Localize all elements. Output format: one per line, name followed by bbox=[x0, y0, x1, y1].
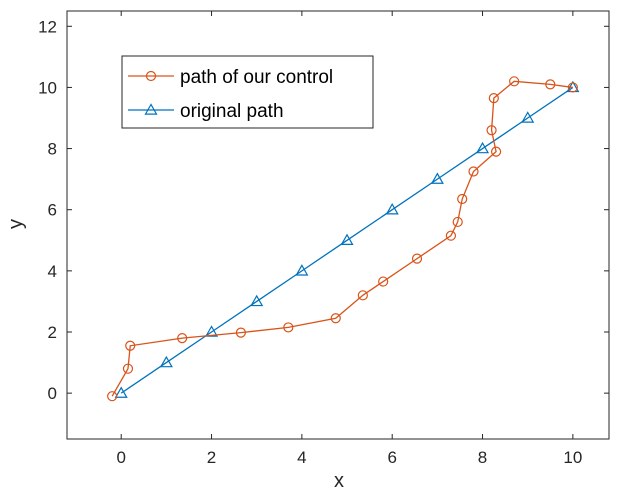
data-point bbox=[357, 290, 368, 301]
data-point bbox=[488, 93, 499, 104]
data-point bbox=[445, 230, 457, 241]
y-tick-label: 4 bbox=[48, 262, 57, 281]
x-tick-label: 2 bbox=[207, 448, 216, 467]
legend: path of our control original path bbox=[121, 55, 374, 129]
data-point bbox=[457, 193, 468, 205]
y-tick-label: 12 bbox=[38, 17, 57, 36]
data-point bbox=[378, 276, 389, 287]
data-point bbox=[122, 363, 134, 374]
data-point bbox=[125, 340, 136, 351]
y-tick-label: 10 bbox=[38, 78, 57, 97]
x-tick-label: 10 bbox=[563, 448, 582, 467]
x-tick-label: 8 bbox=[478, 448, 487, 467]
data-point bbox=[452, 216, 463, 228]
series-line bbox=[120, 86, 574, 394]
data-point bbox=[340, 233, 354, 246]
data-point bbox=[475, 141, 490, 154]
data-point bbox=[177, 333, 188, 344]
data-point bbox=[567, 82, 578, 93]
legend-marker bbox=[144, 103, 158, 115]
x-axis-label: x bbox=[334, 470, 344, 492]
series-line bbox=[111, 80, 573, 397]
legend-marker bbox=[145, 70, 157, 82]
data-point bbox=[430, 172, 444, 184]
legend-box bbox=[121, 55, 374, 129]
data-point bbox=[250, 294, 264, 307]
data-point bbox=[411, 253, 423, 264]
data-point bbox=[235, 327, 246, 338]
data-point bbox=[490, 146, 502, 157]
data-point bbox=[295, 264, 309, 276]
data-point bbox=[159, 355, 173, 368]
data-point bbox=[468, 166, 479, 177]
data-point bbox=[509, 76, 520, 87]
data-point bbox=[486, 125, 497, 136]
series-path-of-our-control bbox=[107, 76, 578, 402]
y-tick-label: 0 bbox=[48, 384, 57, 403]
series-original-path bbox=[114, 80, 580, 398]
data-point bbox=[283, 322, 294, 333]
y-axis-label: y bbox=[5, 219, 27, 229]
data-point bbox=[114, 386, 128, 398]
legend-label: original path bbox=[180, 101, 284, 122]
y-tick-label: 6 bbox=[48, 201, 57, 220]
legend-label: path of our control bbox=[180, 67, 333, 88]
x-tick-label: 6 bbox=[387, 448, 396, 467]
data-point bbox=[107, 391, 118, 402]
x-tick-label: 0 bbox=[116, 448, 125, 467]
x-tick-label: 4 bbox=[297, 448, 306, 467]
axis-ticks: 0 2 4 6 8 10 0 2 4 6 8 10 12 bbox=[38, 11, 609, 467]
data-point bbox=[545, 79, 556, 90]
data-series bbox=[107, 76, 580, 402]
y-tick-label: 8 bbox=[48, 140, 57, 159]
data-point bbox=[330, 313, 341, 324]
data-point bbox=[204, 325, 219, 337]
y-tick-label: 2 bbox=[48, 323, 57, 342]
data-point bbox=[385, 203, 399, 215]
data-point bbox=[521, 111, 535, 123]
